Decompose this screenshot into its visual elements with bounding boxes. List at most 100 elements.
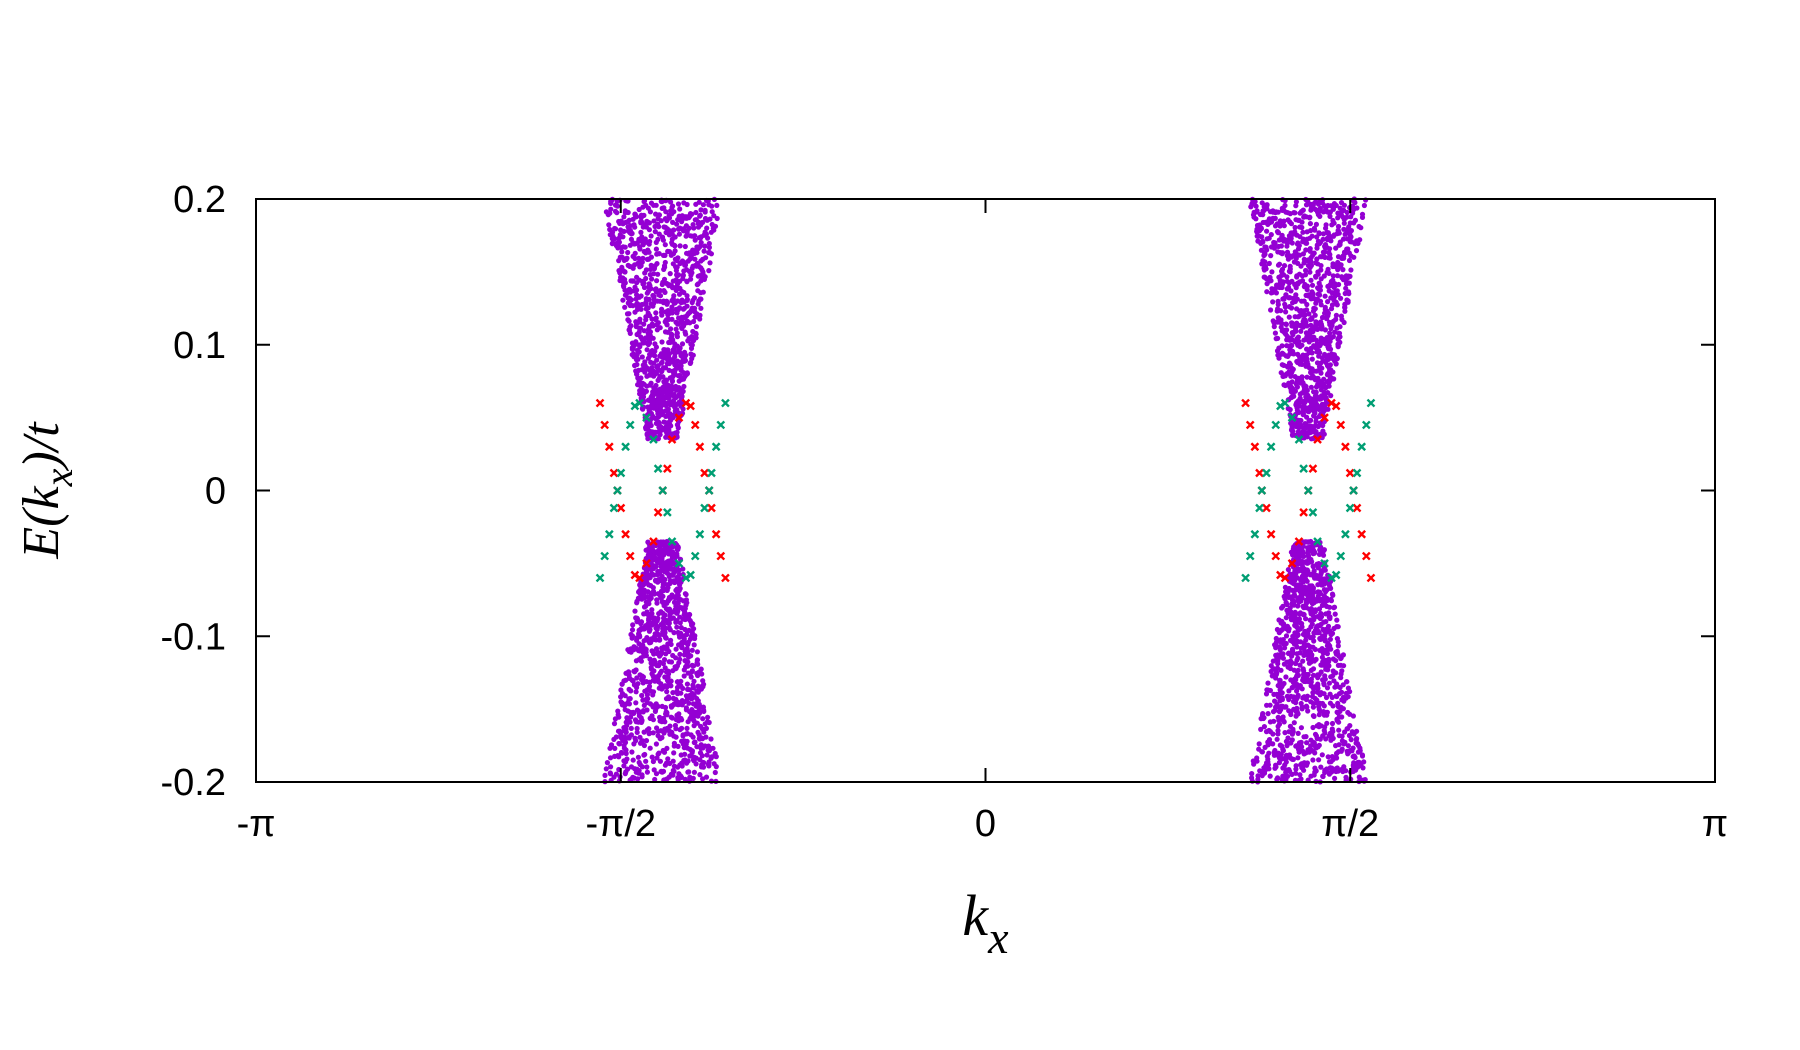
bulk-band-point <box>675 373 681 379</box>
edge-state-point <box>595 398 605 408</box>
edge-state-point <box>1331 401 1341 411</box>
bulk-band-point <box>668 659 675 665</box>
bulk-band-point <box>1290 756 1296 763</box>
bulk-band-point <box>1272 707 1278 714</box>
bulk-band-point <box>1287 263 1293 269</box>
bulk-band-point <box>1339 668 1345 674</box>
bulk-band-point <box>673 385 679 391</box>
bulk-band-point <box>684 293 690 299</box>
bulk-band-point <box>626 669 632 675</box>
bulk-band-point <box>688 674 694 680</box>
bulk-band-point <box>702 243 708 249</box>
bulk-band-point <box>691 225 697 231</box>
bulk-band-point <box>696 732 702 738</box>
bulk-band-point <box>675 629 681 636</box>
bulk-band-point <box>654 251 660 257</box>
bulk-band-point <box>626 327 633 333</box>
bulk-band-point <box>639 367 645 373</box>
bulk-band-point <box>1284 743 1290 749</box>
bulk-band-point <box>660 425 666 431</box>
bulk-band-point <box>634 766 640 772</box>
bulk-band-point <box>633 658 640 664</box>
bulk-band-point <box>662 216 669 222</box>
bulk-band-point <box>1340 277 1346 283</box>
bulk-band-point <box>671 391 677 398</box>
bulk-band-point <box>698 305 704 311</box>
bulk-band-point <box>1320 249 1326 255</box>
bulk-band-point <box>630 346 636 352</box>
bulk-band-point <box>1318 764 1324 770</box>
bulk-band-point <box>675 272 682 278</box>
bulk-band-point <box>637 587 643 594</box>
bulk-band-point <box>644 624 650 630</box>
bulk-band-point <box>653 420 660 426</box>
bulk-band-point <box>653 646 660 652</box>
bulk-band-point <box>1261 267 1267 273</box>
bulk-band-point <box>1289 432 1296 438</box>
bulk-band-point <box>1329 720 1336 727</box>
bulk-band-point <box>694 260 701 267</box>
edge-state-point <box>686 401 695 411</box>
edge-state-point <box>716 551 726 561</box>
bulk-band-point <box>1314 697 1320 703</box>
bulk-band-point <box>638 645 644 652</box>
bulk-band-point <box>639 406 646 412</box>
bulk-band-point <box>1323 660 1329 667</box>
bulk-band-point <box>1347 723 1353 729</box>
bulk-band-point <box>1292 388 1298 394</box>
bulk-band-point <box>1288 370 1294 376</box>
bulk-band-point <box>647 313 653 319</box>
edge-state-point <box>667 435 677 444</box>
bulk-band-point <box>1310 205 1317 211</box>
edge-state-point <box>695 442 705 452</box>
bulk-band-point <box>684 662 690 668</box>
bulk-band-point <box>1317 622 1323 629</box>
bulk-band-point <box>633 700 639 706</box>
x-axis-label: kx <box>962 883 1009 963</box>
bulk-band-point <box>1350 768 1356 775</box>
bulk-band-point <box>634 725 640 732</box>
edge-state-point <box>1262 503 1271 513</box>
bulk-band-point <box>1278 684 1284 690</box>
bulk-band-point <box>1318 387 1324 393</box>
bulk-band-point <box>1315 201 1322 207</box>
bulk-band-point <box>1310 308 1317 314</box>
edge-state-point <box>1308 508 1318 517</box>
bulk-band-point <box>1284 601 1290 608</box>
bulk-band-point <box>1316 712 1322 718</box>
bulk-band-point <box>681 289 687 296</box>
bulk-band-point <box>655 236 661 242</box>
bulk-band-point <box>638 212 645 218</box>
bulk-band-point <box>1292 229 1298 235</box>
bulk-band-point <box>1313 260 1319 266</box>
bulk-band-point <box>1313 733 1319 739</box>
bulk-band-point <box>1307 330 1313 336</box>
bulk-band-point <box>679 702 685 708</box>
bulk-band-point <box>645 397 652 403</box>
edge-state-point <box>1357 442 1367 452</box>
bulk-band-point <box>1316 576 1322 582</box>
bulk-band-point <box>1279 328 1285 334</box>
edge-state-point <box>663 508 672 517</box>
bulk-band-point <box>1354 728 1360 734</box>
bulk-band-point <box>1329 591 1336 597</box>
bulk-band-point <box>1334 636 1340 642</box>
bulk-band-point <box>1284 659 1290 665</box>
bulk-band-point <box>1316 353 1322 359</box>
bulk-band-point <box>1333 693 1339 699</box>
edge-state-point <box>625 420 635 430</box>
bulk-band-point <box>649 553 656 560</box>
bulk-band-point <box>1299 704 1305 710</box>
bulk-band-point <box>1276 237 1282 243</box>
bulk-band-point <box>643 317 649 323</box>
bulk-band-point <box>1290 729 1296 735</box>
bulk-band-point <box>1327 615 1333 622</box>
bulk-band-point <box>1330 277 1336 283</box>
bulk-band-point <box>608 764 614 770</box>
bulk-band-point <box>659 312 665 318</box>
bulk-band-point <box>657 325 663 331</box>
bulk-band-point <box>1324 629 1330 635</box>
bulk-band-point <box>1353 737 1359 743</box>
bulk-band-point <box>687 612 693 618</box>
edge-state-layer <box>595 398 1376 583</box>
